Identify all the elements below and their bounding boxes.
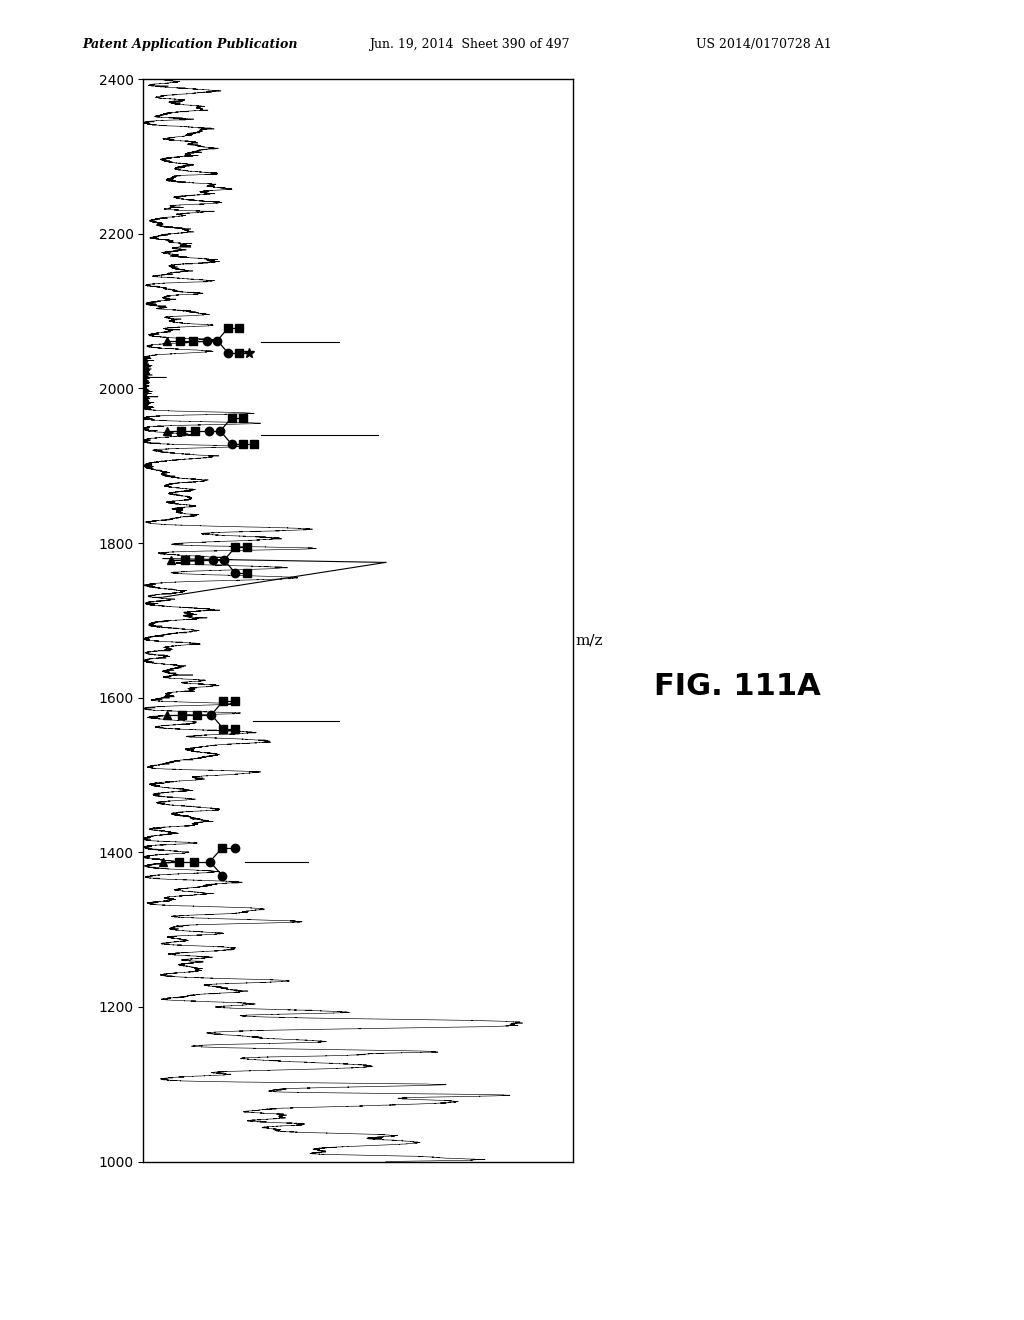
Text: Patent Application Publication: Patent Application Publication (82, 37, 297, 50)
Text: Jun. 19, 2014  Sheet 390 of 497: Jun. 19, 2014 Sheet 390 of 497 (369, 37, 569, 50)
Text: FIG. 111A: FIG. 111A (654, 672, 820, 701)
Text: m/z: m/z (575, 634, 602, 647)
Text: US 2014/0170728 A1: US 2014/0170728 A1 (696, 37, 833, 50)
